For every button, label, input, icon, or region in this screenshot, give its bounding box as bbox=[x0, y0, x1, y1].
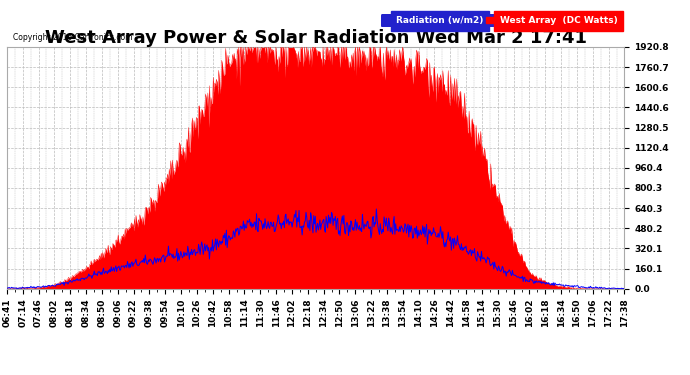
Legend: Radiation (w/m2), West Array  (DC Watts): Radiation (w/m2), West Array (DC Watts) bbox=[380, 14, 620, 27]
Text: Copyright 2016 Cartronics.com: Copyright 2016 Cartronics.com bbox=[13, 33, 132, 42]
Title: West Array Power & Solar Radiation Wed Mar 2 17:41: West Array Power & Solar Radiation Wed M… bbox=[45, 29, 586, 47]
